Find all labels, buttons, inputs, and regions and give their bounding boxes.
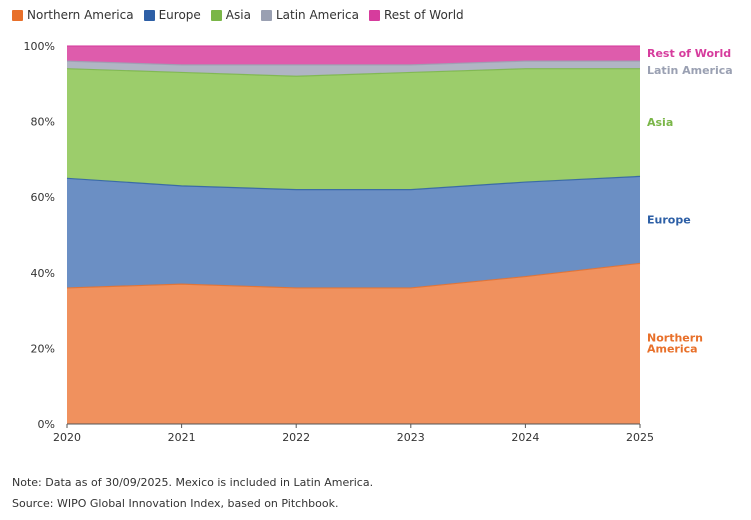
legend-label: Europe (158, 8, 201, 22)
y-tick-label: 20% (31, 342, 55, 355)
line-latin-america (66, 60, 640, 66)
end-label-asia: Asia (647, 116, 673, 129)
chart-legend: Northern America Europe Asia Latin America R… (12, 8, 464, 22)
legend-label: Asia (225, 8, 251, 22)
legend-item-rest-of-world[interactable]: Rest of World (368, 8, 464, 22)
legend-label: Latin America (275, 8, 359, 22)
area-northern-america (67, 263, 640, 424)
y-tick-label: 60% (31, 191, 55, 204)
end-label-europe: Europe (647, 213, 691, 226)
line-europe (66, 175, 641, 191)
legend-label: Northern America (27, 8, 134, 22)
area-rest-of-world (67, 46, 640, 65)
x-tick-label: 2024 (511, 431, 539, 444)
y-tick-label: 40% (31, 267, 55, 280)
line-asia (66, 68, 640, 77)
stacked-area-chart: 0% 20% 40% 60% 80% 100% 2020 2021 2022 2023 2024 20… (24, 40, 733, 444)
legend-label: Rest of World (383, 8, 464, 22)
legend-item-latin-america[interactable]: Latin America (260, 8, 359, 22)
x-tick-label: 2025 (626, 431, 654, 444)
legend-swatch (260, 9, 272, 21)
legend-swatch (143, 9, 155, 21)
x-tick-label: 2022 (282, 431, 310, 444)
y-tick-label: 0% (38, 418, 55, 431)
end-label-rest-of-world: Rest of World (647, 47, 731, 60)
chart-source: Source: WIPO Global Innovation Index, ba… (12, 497, 339, 510)
x-tick-label: 2023 (397, 431, 425, 444)
area-asia (67, 68, 640, 190)
legend-swatch (210, 9, 222, 21)
area-europe (67, 176, 640, 288)
legend-swatch (368, 9, 380, 21)
y-tick-label: 100% (24, 40, 55, 53)
legend-swatch (12, 9, 23, 21)
x-tick-label: 2021 (168, 431, 196, 444)
legend-item-northern-america[interactable]: Northern America (12, 8, 134, 22)
end-label-northern-america: Northern America (647, 332, 703, 356)
end-label-latin-america: Latin America (647, 64, 733, 77)
chart-note: Note: Data as of 30/09/2025. Mexico is i… (12, 476, 374, 489)
legend-item-europe[interactable]: Europe (143, 8, 201, 22)
x-tick-label: 2020 (53, 431, 81, 444)
line-northern-america (66, 262, 641, 289)
y-tick-label: 80% (31, 116, 55, 129)
legend-item-asia[interactable]: Asia (210, 8, 251, 22)
